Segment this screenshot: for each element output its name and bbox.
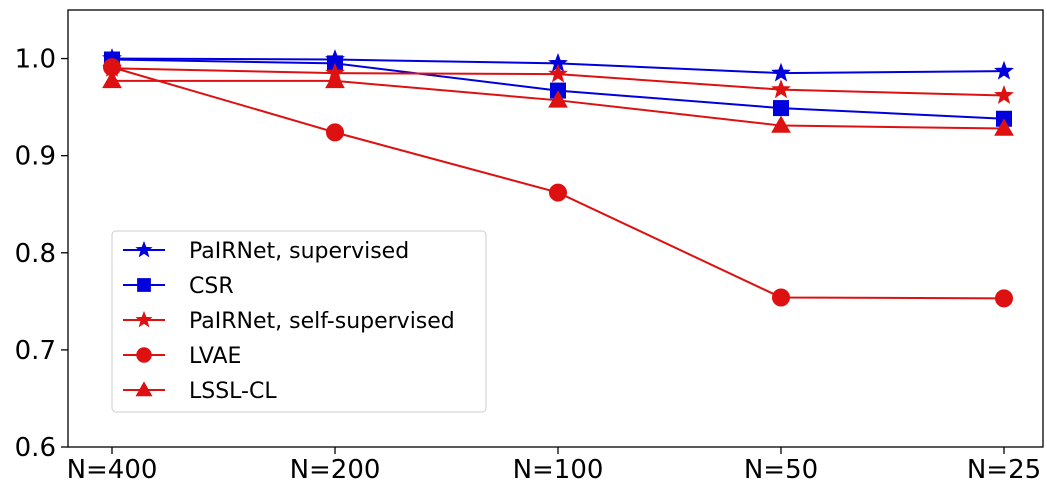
x-tick-label: N=400 xyxy=(67,455,158,481)
data-point-triangle xyxy=(102,70,122,89)
legend-label: PaIRNet, self-supervised xyxy=(189,309,455,334)
data-point-square xyxy=(773,100,789,117)
data-point-triangle xyxy=(548,90,568,108)
data-point-circle xyxy=(549,183,567,202)
series-lssl-cl xyxy=(102,70,1014,136)
y-tick-label: 0.8 xyxy=(15,239,56,269)
y-tick-label: 0.6 xyxy=(15,433,56,463)
legend-entry: PaIRNet, supervised xyxy=(123,239,409,264)
x-tick-label: N=25 xyxy=(967,455,1041,481)
data-point-star xyxy=(771,62,791,82)
series-layer xyxy=(102,48,1014,308)
legend-marker-star xyxy=(135,310,153,328)
data-point-circle xyxy=(326,123,344,142)
series-lvae xyxy=(103,58,1013,308)
data-point-star xyxy=(771,79,791,99)
data-point-triangle xyxy=(771,115,791,133)
legend-label: LVAE xyxy=(189,344,241,369)
data-point-star xyxy=(994,85,1014,104)
legend-entry: CSR xyxy=(123,274,234,299)
legend-marker-triangle xyxy=(135,381,153,397)
legend-marker-star xyxy=(135,240,153,258)
data-point-triangle xyxy=(325,70,345,89)
x-tick-label: N=100 xyxy=(513,455,604,481)
data-point-triangle xyxy=(994,118,1014,136)
y-tick-label: 1.0 xyxy=(15,45,56,75)
data-point-circle xyxy=(772,288,790,307)
legend: PaIRNet, supervised CSR PaIRNet, self-supe… xyxy=(111,230,487,413)
legend-marker-circle xyxy=(136,347,152,363)
legend-entry: LSSL-CL xyxy=(123,379,277,404)
data-point-circle xyxy=(995,289,1013,308)
plot-axes: 0.6 0.7 0.8 0.9 1.0 N=400 N=200 N=100 N=50 N=25 xyxy=(15,9,1044,481)
legend-box xyxy=(111,230,487,413)
x-tick-label: N=50 xyxy=(744,455,818,481)
y-tick-label: 0.9 xyxy=(15,142,56,172)
legend-label: CSR xyxy=(189,274,234,299)
y-tick-label: 0.7 xyxy=(15,336,56,366)
legend-label: LSSL-CL xyxy=(189,379,277,404)
x-tick-label: N=200 xyxy=(290,455,381,481)
legend-entry: LVAE xyxy=(123,344,241,369)
legend-entry: PaIRNet, self-supervised xyxy=(123,309,455,334)
data-point-star xyxy=(548,63,568,83)
data-point-star xyxy=(994,60,1014,80)
legend-label: PaIRNet, supervised xyxy=(189,239,409,264)
legend-marker-square xyxy=(137,278,151,292)
plot-frame xyxy=(67,9,1044,448)
